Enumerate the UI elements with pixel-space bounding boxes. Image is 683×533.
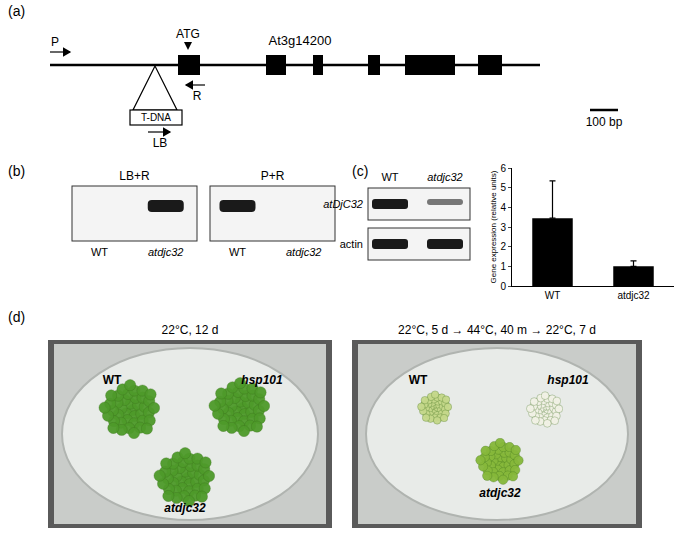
svg-text:(d): (d) (8, 309, 25, 325)
svg-text:R: R (193, 89, 202, 103)
svg-text:WT: WT (103, 373, 122, 387)
svg-text:22°C, 12 d: 22°C, 12 d (162, 323, 219, 337)
svg-text:6: 6 (500, 163, 506, 174)
svg-text:1: 1 (500, 261, 506, 272)
svg-text:atdjc32: atdjc32 (427, 171, 462, 183)
svg-text:atdjc32: atdjc32 (164, 501, 206, 515)
svg-text:4: 4 (500, 202, 506, 213)
svg-text:100 bp: 100 bp (586, 115, 623, 129)
svg-text:hsp101: hsp101 (547, 373, 589, 387)
svg-text:hsp101: hsp101 (241, 373, 283, 387)
svg-text:T-DNA: T-DNA (141, 112, 171, 123)
svg-text:WT: WT (91, 246, 108, 258)
svg-text:LB+R: LB+R (119, 169, 150, 183)
svg-text:atdjc32: atdjc32 (148, 246, 183, 258)
svg-text:2: 2 (500, 241, 506, 252)
svg-text:atdjc32: atdjc32 (286, 246, 321, 258)
svg-text:P+R: P+R (261, 169, 285, 183)
svg-text:Gene expression (relative unit: Gene expression (relative units) (489, 170, 498, 283)
svg-text:P: P (51, 35, 59, 49)
svg-text:(b): (b) (8, 163, 25, 179)
svg-text:ATG: ATG (176, 27, 200, 41)
svg-text:LB: LB (153, 136, 168, 150)
svg-text:(c): (c) (352, 163, 368, 179)
svg-text:WT: WT (229, 246, 246, 258)
svg-text:atdjc32: atdjc32 (617, 290, 650, 301)
svg-text:atdjc32: atdjc32 (479, 486, 521, 500)
svg-text:WT: WT (545, 290, 561, 301)
svg-text:22°C, 5 d → 44°C, 40 m → 22°C,: 22°C, 5 d → 44°C, 40 m → 22°C, 7 d (398, 323, 596, 337)
svg-text:0: 0 (500, 281, 506, 292)
svg-text:5: 5 (500, 182, 506, 193)
svg-text:WT: WT (409, 373, 428, 387)
svg-text:At3g14200: At3g14200 (269, 33, 332, 48)
svg-text:WT: WT (381, 171, 398, 183)
svg-text:atDjC32: atDjC32 (323, 198, 363, 210)
svg-text:3: 3 (500, 222, 506, 233)
svg-text:(a): (a) (8, 3, 25, 19)
svg-text:actin: actin (340, 238, 363, 250)
